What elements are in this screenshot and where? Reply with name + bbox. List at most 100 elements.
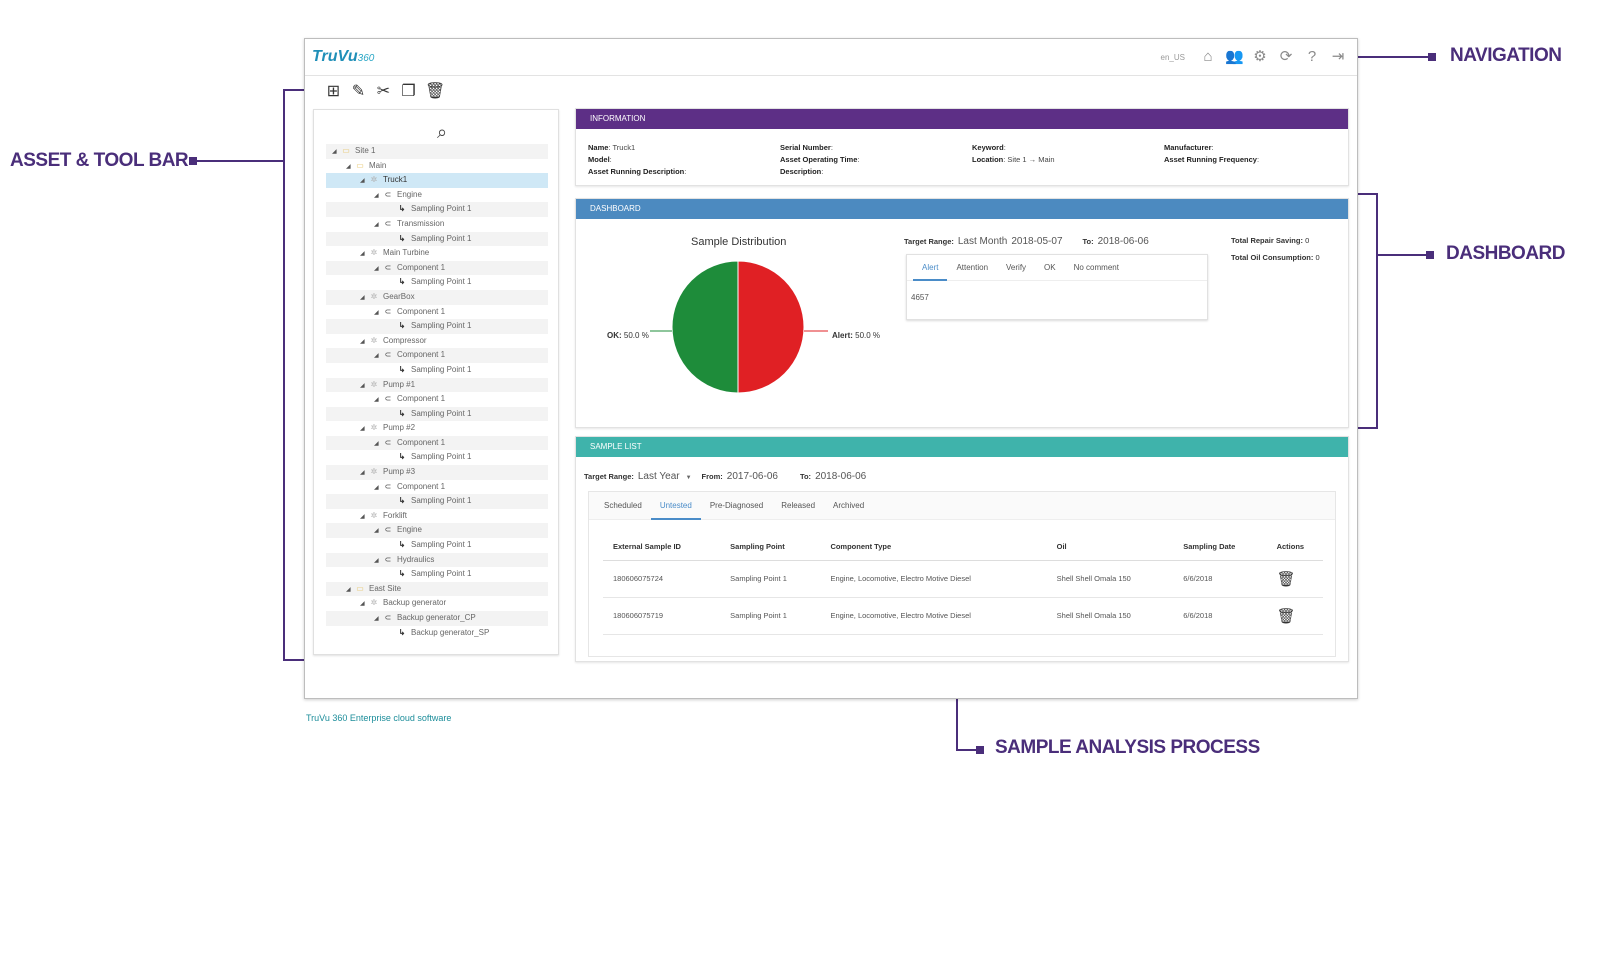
to-date-input[interactable]: 2018-06-06 (1097, 236, 1149, 247)
tree-node[interactable]: ◢ ▭ East Site (326, 581, 548, 597)
expand-arrow-icon[interactable]: ◢ (374, 397, 379, 404)
sample-table-card: Scheduled Untested Pre-Diagnosed Released Ar… (588, 491, 1336, 657)
info-field: Name: Truck1 (588, 143, 636, 152)
tree-node[interactable]: ◢ ⊂ Component 1 (326, 435, 548, 451)
tree-node[interactable]: ◢ ⊂ Engine (326, 523, 548, 539)
tree-node[interactable]: ◢ ✲ Backup generator (326, 596, 548, 611)
trash-icon[interactable]: 🗑 (1266, 560, 1323, 598)
expand-arrow-icon[interactable]: ◢ (374, 221, 379, 228)
expand-arrow-icon[interactable]: ◢ (360, 426, 365, 433)
expand-arrow-icon[interactable]: ◢ (374, 484, 379, 491)
tab-released[interactable]: Released (781, 500, 816, 510)
sample-range-select[interactable]: Last Year (637, 471, 680, 482)
tree-node[interactable]: ◢ ▭ Site 1 (326, 144, 548, 159)
tree-node[interactable]: ◢ ✲ Truck1 (326, 173, 548, 188)
expand-arrow-icon[interactable]: ◢ (374, 309, 379, 316)
search-icon[interactable]: ⌕ (437, 122, 448, 142)
information-panel: INFORMATION Name: Truck1 Serial Number: K… (575, 108, 1349, 186)
tree-node[interactable]: ◢ ⊂ Component 1 (326, 348, 548, 363)
expand-arrow-icon[interactable]: ◢ (374, 616, 379, 622)
expand-arrow-icon[interactable]: ◢ (360, 178, 365, 185)
trash-icon[interactable]: 🗑 (1266, 597, 1323, 635)
expand-arrow-icon[interactable]: ◢ (360, 601, 365, 608)
table-row[interactable]: 180606075724 Sampling Point 1 Engine, Loco… (603, 560, 1323, 598)
add-icon[interactable]: ⊞ (326, 83, 341, 100)
tree-node[interactable]: ◢ ✲ GearBox (326, 289, 548, 305)
expand-arrow-icon[interactable]: ◢ (360, 382, 365, 389)
tree-node[interactable]: ◢ ✲ Main Turbine (326, 246, 548, 261)
tree-node[interactable]: ↳ Sampling Point 1 (326, 231, 548, 247)
expand-arrow-icon[interactable]: ◢ (374, 192, 379, 199)
tree-node[interactable]: ↳ Sampling Point 1 (326, 494, 548, 509)
tab-attention[interactable]: Attention (956, 262, 989, 272)
tab-untested[interactable]: Untested (650, 492, 701, 520)
tree-node[interactable]: ↳ Sampling Point 1 (326, 319, 548, 334)
expand-arrow-icon[interactable]: ◢ (360, 251, 365, 258)
tree-node[interactable]: ◢ ✲ Forklift (326, 509, 548, 524)
tree-node-label: Sampling Point 1 (411, 364, 472, 374)
pie-slice-ok[interactable] (671, 260, 739, 394)
from-date-input[interactable]: 2018-05-07 (1011, 236, 1063, 247)
tree-node[interactable]: ◢ ⊂ Backup generator_CP (326, 611, 548, 626)
tab-ok[interactable]: OK (1044, 262, 1056, 272)
locale-selector[interactable]: en_US (1160, 52, 1185, 62)
tab-alert[interactable]: Alert (913, 255, 948, 281)
tab-no-comment[interactable]: No comment (1073, 262, 1119, 272)
tree-node[interactable]: ↳ Sampling Point 1 (326, 275, 548, 290)
tab-scheduled[interactable]: Scheduled (604, 500, 642, 510)
tree-node[interactable]: ◢ ⊂ Component 1 (326, 305, 548, 320)
tree-node[interactable]: ↳ Sampling Point 1 (326, 450, 548, 465)
expand-arrow-icon[interactable]: ◢ (374, 528, 379, 535)
home-icon[interactable]: ⌂ (1203, 48, 1213, 65)
copy-icon[interactable]: ❐ (401, 83, 416, 100)
expand-arrow-icon[interactable]: ◢ (346, 163, 351, 170)
help-icon[interactable]: ? (1307, 48, 1317, 65)
expand-arrow-icon[interactable]: ◢ (346, 586, 351, 593)
tree-node[interactable]: ◢ ▭ Main (326, 159, 548, 174)
tree-node[interactable]: ◢ ⊂ Hydraulics (326, 552, 548, 568)
expand-arrow-icon[interactable]: ◢ (374, 557, 379, 564)
expand-arrow-icon[interactable]: ◢ (360, 338, 365, 345)
tree-node[interactable]: ↳ Sampling Point 1 (326, 363, 548, 378)
expand-arrow-icon[interactable]: ◢ (360, 513, 365, 520)
tree-node[interactable]: ↳ Sampling Point 1 (326, 406, 548, 422)
expand-arrow-icon[interactable]: ◢ (360, 470, 365, 477)
tree-node[interactable]: ◢ ⊂ Component 1 (326, 392, 548, 407)
tree-node[interactable]: ◢ ⊂ Engine (326, 188, 548, 203)
tree-node[interactable]: ↳ Backup generator_SP (326, 626, 548, 641)
tab-verify[interactable]: Verify (1006, 262, 1027, 272)
top-navigation-bar: TruVu360 en_US ⌂ 👥 ⚙ ⟳ ? ⇥ (305, 39, 1357, 76)
tab-pre-diagnosed[interactable]: Pre-Diagnosed (709, 500, 764, 510)
target-range-select[interactable]: Last Month (957, 236, 1008, 247)
cut-icon[interactable]: ✂ (376, 83, 391, 100)
tree-node[interactable]: ◢ ⊂ Component 1 (326, 480, 548, 495)
users-icon[interactable]: 👥 (1225, 48, 1244, 65)
expand-arrow-icon[interactable]: ◢ (360, 294, 365, 301)
sample-to-input[interactable]: 2018-06-06 (815, 471, 867, 482)
tree-node[interactable]: ◢ ✲ Compressor (326, 334, 548, 349)
tree-node[interactable]: ◢ ⊂ Transmission (326, 217, 548, 232)
expand-arrow-icon[interactable]: ◢ (332, 149, 337, 155)
pie-slice-alert[interactable] (737, 260, 805, 394)
gear-icon[interactable]: ⚙ (1253, 48, 1267, 65)
edit-icon[interactable]: ✎ (351, 83, 366, 100)
chevron-down-icon[interactable]: ▼ (685, 475, 692, 481)
tree-node-label: Engine (397, 525, 422, 535)
delete-icon[interactable]: 🗑 (425, 83, 446, 100)
expand-arrow-icon[interactable]: ◢ (374, 440, 379, 447)
expand-arrow-icon[interactable]: ◢ (374, 353, 379, 360)
app-logo[interactable]: TruVu360 (312, 48, 374, 66)
tree-node[interactable]: ↳ Sampling Point 1 (326, 202, 548, 217)
tree-node[interactable]: ◢ ✲ Pump #3 (326, 465, 548, 480)
tree-node[interactable]: ◢ ✲ Pump #2 (326, 421, 548, 436)
table-row[interactable]: 180606075719 Sampling Point 1 Engine, Loco… (603, 597, 1323, 635)
tree-node[interactable]: ◢ ✲ Pump #1 (326, 377, 548, 393)
tree-node[interactable]: ↳ Sampling Point 1 (326, 567, 548, 582)
tree-node[interactable]: ◢ ⊂ Component 1 (326, 260, 548, 276)
sample-from-input[interactable]: 2017-06-06 (726, 471, 778, 482)
refresh-icon[interactable]: ⟳ (1279, 48, 1293, 65)
tree-node[interactable]: ↳ Sampling Point 1 (326, 538, 548, 553)
tab-archived[interactable]: Archived (833, 500, 865, 510)
expand-arrow-icon[interactable]: ◢ (374, 265, 379, 272)
logout-icon[interactable]: ⇥ (1331, 48, 1345, 65)
